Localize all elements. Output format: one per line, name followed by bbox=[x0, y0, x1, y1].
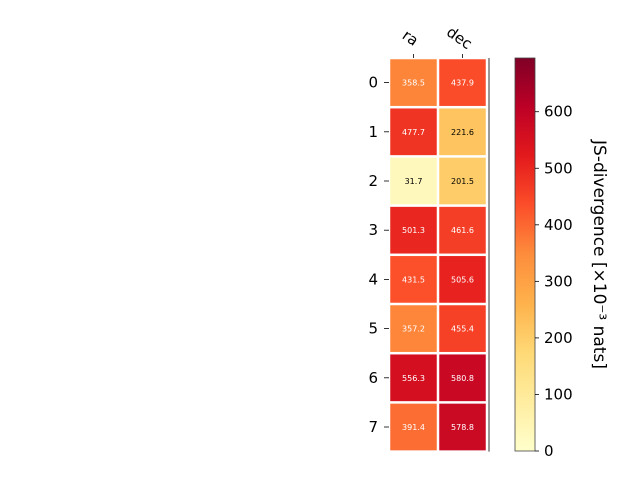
heatmap-cells: 358.5 437.9 477.7 221.6 31.7 201.5 501.3 461.6 4… bbox=[390, 59, 486, 451]
cell-value-label: 455.4 bbox=[451, 325, 474, 334]
row-label-0: 0 bbox=[368, 74, 378, 92]
cell-value-label: 221.6 bbox=[451, 128, 474, 137]
heatmap-cell-3-dec bbox=[439, 206, 486, 254]
heatmap-cell-0-ra bbox=[390, 59, 437, 106]
colorbar-tick-label: 400 bbox=[544, 216, 573, 234]
heatmap-cell-5-ra bbox=[390, 305, 437, 352]
column-label-ra: ra bbox=[399, 26, 422, 50]
cell-value-label: 505.6 bbox=[451, 275, 474, 284]
heatmap-cell-7-dec bbox=[439, 403, 486, 451]
colorbar-tick-label: 200 bbox=[544, 329, 573, 347]
cell-value-label: 437.9 bbox=[451, 79, 474, 88]
colorbar-gradient bbox=[514, 57, 536, 452]
heatmap-cell-6-ra bbox=[390, 354, 437, 402]
heatmap-cell-2-ra bbox=[390, 157, 437, 205]
colorbar: 0 100 200 300 400 500 600 bbox=[514, 57, 573, 460]
cell-value-label: 391.4 bbox=[402, 423, 425, 432]
heatmap-cell-3-ra bbox=[390, 206, 437, 254]
colorbar-tick-label: 500 bbox=[544, 159, 573, 177]
row-label-6: 6 bbox=[368, 369, 378, 387]
row-label-2: 2 bbox=[368, 172, 378, 190]
cell-value-label: 578.8 bbox=[451, 423, 474, 432]
row-labels: 0 1 2 3 4 5 6 7 bbox=[368, 74, 389, 436]
heatmap-cell-4-dec bbox=[439, 256, 486, 303]
cell-value-label: 201.5 bbox=[451, 177, 474, 186]
cell-value-label: 461.6 bbox=[451, 226, 474, 235]
cell-value-label: 31.7 bbox=[405, 177, 423, 186]
cell-value-label: 580.8 bbox=[451, 374, 474, 383]
heatmap-cell-4-ra bbox=[390, 256, 437, 303]
colorbar-tick-label: 100 bbox=[544, 385, 573, 403]
cell-value-label: 357.2 bbox=[402, 325, 425, 334]
cell-value-label: 358.5 bbox=[402, 79, 425, 88]
heatmap-cell-5-dec bbox=[439, 305, 486, 352]
row-label-1: 1 bbox=[368, 123, 378, 141]
colorbar-label: JS-divergence [×10⁻³ nats] bbox=[589, 139, 609, 369]
heatmap-cell-7-ra bbox=[390, 403, 437, 451]
colorbar-tick-label: 0 bbox=[544, 442, 554, 460]
colorbar-ticks: 0 100 200 300 400 500 600 bbox=[535, 103, 573, 460]
heatmap-cell-1-ra bbox=[390, 108, 437, 156]
row-label-3: 3 bbox=[368, 221, 378, 239]
heatmap-cell-1-dec bbox=[439, 108, 486, 156]
heatmap-cell-0-dec bbox=[439, 59, 486, 106]
heatmap-cell-6-dec bbox=[439, 354, 486, 402]
cell-value-label: 477.7 bbox=[402, 128, 425, 137]
colorbar-tick-label: 600 bbox=[544, 103, 573, 121]
row-label-5: 5 bbox=[368, 320, 378, 338]
heatmap-cell-2-dec bbox=[439, 157, 486, 205]
cell-value-label: 556.3 bbox=[402, 374, 425, 383]
column-label-dec: dec bbox=[443, 23, 475, 53]
column-labels: ra dec bbox=[399, 23, 476, 58]
colorbar-tick-label: 300 bbox=[544, 272, 573, 290]
row-label-7: 7 bbox=[368, 418, 378, 436]
cell-value-label: 431.5 bbox=[402, 275, 425, 284]
row-label-4: 4 bbox=[368, 270, 378, 288]
cell-value-label: 501.3 bbox=[402, 226, 425, 235]
